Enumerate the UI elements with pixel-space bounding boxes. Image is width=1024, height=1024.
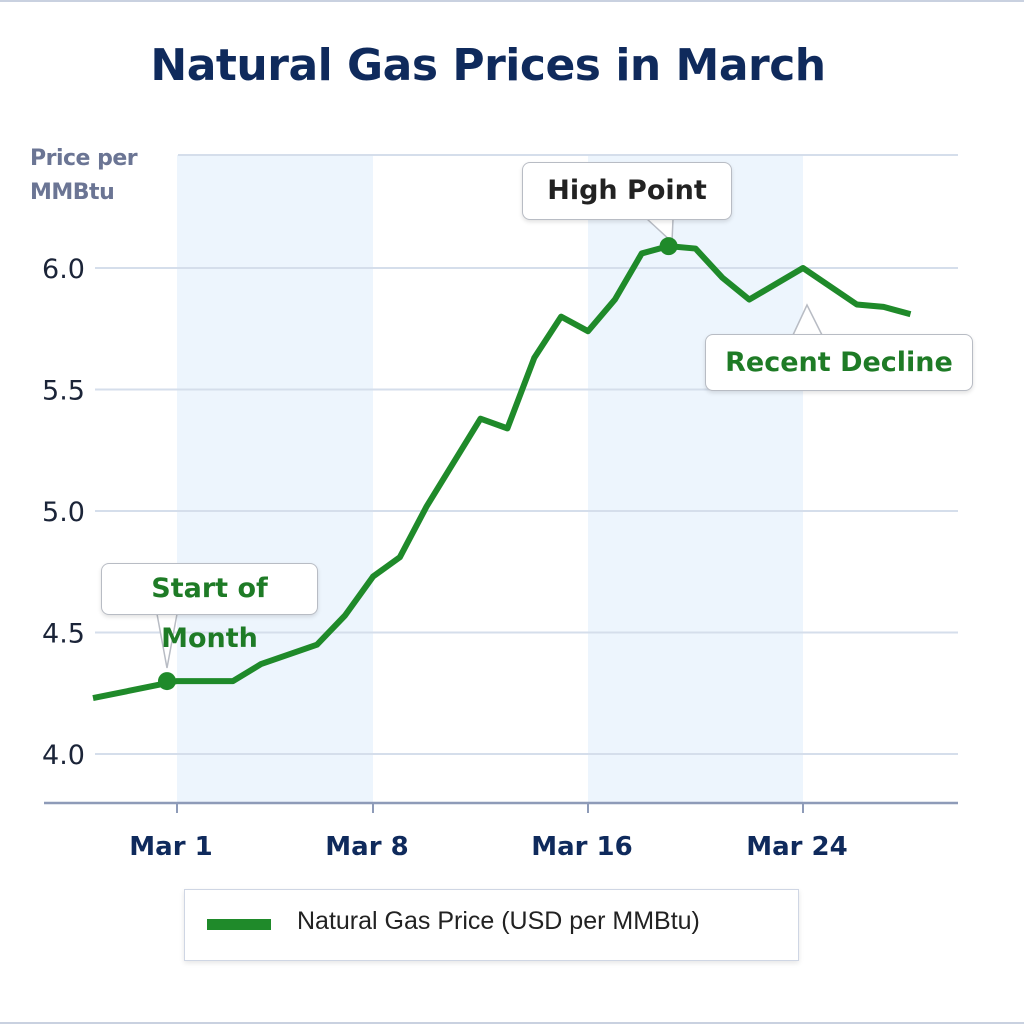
x-tick-label: Mar 8	[325, 832, 408, 862]
annotation-marker	[659, 237, 678, 256]
annotation-high-point: High Point	[522, 162, 732, 220]
y-tick-label: 4.0	[42, 740, 85, 771]
legend-label: Natural Gas Price (USD per MMBtu)	[297, 907, 700, 935]
x-tick-label: Mar 24	[746, 832, 847, 862]
y-tick-label: 5.0	[42, 497, 85, 528]
y-tick-label: 4.5	[42, 619, 85, 650]
y-tick-label: 6.0	[42, 254, 85, 285]
y-tick-label: 5.5	[42, 376, 85, 407]
callout-pointer-decline	[792, 303, 823, 336]
chart-title: Natural Gas Prices in March	[150, 40, 826, 91]
frame-bottom-border	[0, 1022, 1024, 1024]
legend: Natural Gas Price (USD per MMBtu)	[184, 889, 799, 961]
legend-swatch	[207, 919, 271, 930]
shaded-band-0	[177, 155, 373, 803]
annotation-recent-decline: Recent Decline	[705, 334, 973, 391]
y-axis-label: Price per MMBtu	[30, 146, 138, 205]
callout-pointer-start	[156, 613, 178, 669]
annotation-marker	[158, 672, 176, 691]
frame-top-border	[0, 0, 1024, 2]
shaded-band-1	[588, 155, 803, 803]
series-line	[92, 243, 912, 702]
x-tick-label: Mar 1	[129, 832, 212, 862]
annotation-start-of-month: Start of Month	[101, 563, 318, 654]
x-tick-label: Mar 16	[531, 832, 632, 862]
